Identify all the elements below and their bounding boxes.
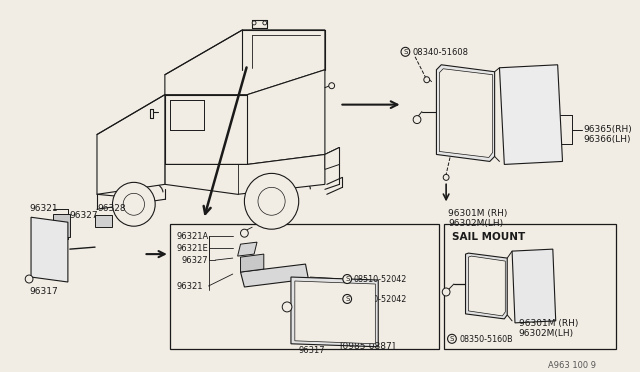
Text: 96302M(LH): 96302M(LH) — [519, 329, 574, 338]
Text: 96366(LH): 96366(LH) — [584, 135, 631, 144]
Text: A963 100 9: A963 100 9 — [548, 361, 596, 370]
Text: 96302M(LH): 96302M(LH) — [448, 219, 503, 228]
Text: SAIL MOUNT: SAIL MOUNT — [452, 232, 525, 242]
Text: 08510-52042: 08510-52042 — [354, 295, 408, 304]
Polygon shape — [31, 217, 68, 282]
Text: 08510-52042: 08510-52042 — [354, 275, 408, 284]
Text: 96321E: 96321E — [177, 244, 208, 253]
Text: 96321: 96321 — [177, 282, 203, 291]
Polygon shape — [241, 254, 264, 272]
Text: 08340-51608: 08340-51608 — [412, 48, 468, 57]
Circle shape — [252, 21, 256, 25]
Circle shape — [258, 187, 285, 215]
Circle shape — [343, 275, 351, 283]
Polygon shape — [247, 70, 325, 164]
Polygon shape — [468, 256, 506, 316]
Polygon shape — [165, 30, 325, 94]
Polygon shape — [291, 277, 378, 347]
Text: S: S — [450, 336, 454, 342]
Polygon shape — [95, 215, 111, 227]
Polygon shape — [237, 242, 257, 256]
Circle shape — [424, 77, 429, 83]
Circle shape — [263, 21, 267, 25]
Polygon shape — [97, 94, 165, 194]
Circle shape — [123, 193, 145, 215]
Text: 96301M (RH): 96301M (RH) — [448, 209, 508, 218]
Polygon shape — [241, 264, 308, 287]
Circle shape — [25, 275, 33, 283]
Text: S: S — [345, 276, 349, 282]
Polygon shape — [165, 94, 247, 164]
Text: [0985-0887]: [0985-0887] — [339, 341, 396, 350]
Circle shape — [413, 116, 421, 124]
Polygon shape — [165, 154, 325, 194]
Text: 96327: 96327 — [181, 256, 208, 265]
Circle shape — [447, 334, 456, 343]
Polygon shape — [53, 214, 70, 237]
Text: 96327: 96327 — [70, 211, 99, 220]
Polygon shape — [436, 65, 495, 161]
Polygon shape — [295, 281, 375, 344]
Circle shape — [282, 302, 292, 312]
Text: 96328: 96328 — [97, 204, 125, 213]
Text: 96321A: 96321A — [177, 232, 209, 241]
Circle shape — [343, 295, 351, 304]
Polygon shape — [325, 147, 339, 169]
Text: 96317: 96317 — [299, 346, 325, 355]
Circle shape — [444, 174, 449, 180]
Circle shape — [113, 182, 155, 226]
Text: 96321: 96321 — [29, 204, 58, 213]
Circle shape — [329, 83, 335, 89]
Polygon shape — [499, 65, 563, 164]
Polygon shape — [439, 69, 493, 157]
Text: 96317: 96317 — [29, 287, 58, 296]
Text: 96301M (RH): 96301M (RH) — [519, 319, 579, 328]
Polygon shape — [512, 249, 556, 323]
Circle shape — [401, 47, 410, 56]
Bar — [170, 224, 439, 349]
Text: S: S — [403, 49, 408, 55]
Circle shape — [241, 229, 248, 237]
Text: 08350-5160B: 08350-5160B — [460, 335, 513, 344]
Bar — [444, 224, 616, 349]
Text: 96365(RH): 96365(RH) — [584, 125, 632, 134]
Polygon shape — [465, 253, 508, 319]
Circle shape — [244, 173, 299, 229]
Text: S: S — [345, 296, 349, 302]
Circle shape — [442, 288, 450, 296]
